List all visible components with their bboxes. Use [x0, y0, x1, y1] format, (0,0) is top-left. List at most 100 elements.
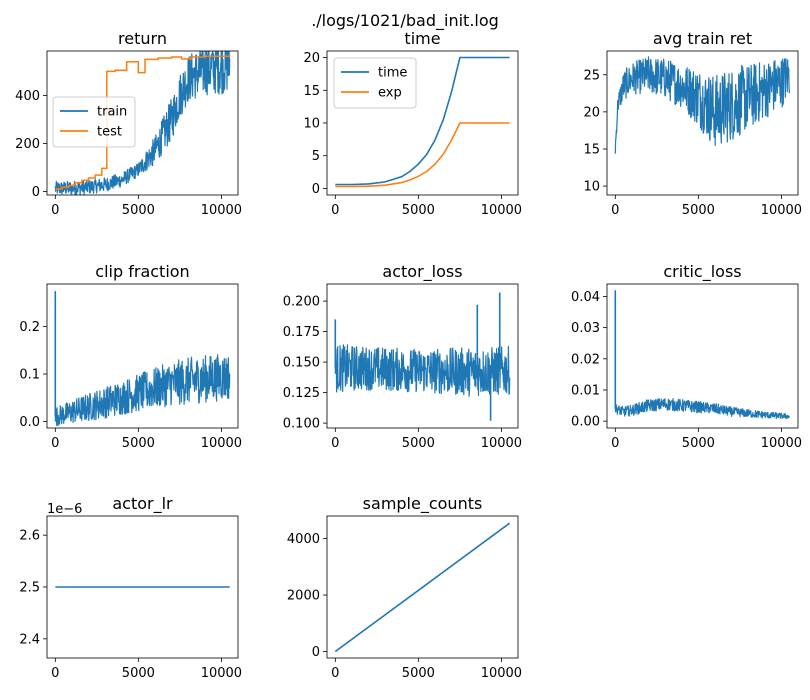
y-tick-label: 0.200	[283, 295, 320, 310]
axes-frame	[326, 515, 519, 659]
axes-frame	[46, 283, 239, 429]
subplot-2: avg train ret 0 5000 10000 10 15 20 25	[583, 29, 802, 218]
figure-title: ./logs/1021/bad_init.log	[311, 11, 499, 31]
y-tick-label: 0	[312, 645, 320, 660]
subplot-4: actor_loss 0 5000 10000 0.100 0.125 0.150 0.175…	[283, 262, 522, 451]
subplot-title: return	[118, 29, 167, 48]
y-tick-label: 0.150	[283, 356, 320, 371]
y-tick-label: 5	[312, 149, 320, 164]
x-tick-label: 10000	[481, 436, 522, 451]
y-tick-label: 0	[32, 185, 40, 200]
series-values-line	[614, 398, 791, 420]
y-tick-label: 4000	[287, 532, 320, 547]
y-tick-label: 0.1	[19, 368, 40, 383]
subplot-5: critic_loss 0 5000 10000 0.00 0.01 0.02 0.03 0.0…	[571, 262, 802, 451]
y-tick-label: 2.4	[19, 632, 40, 647]
plot-area	[335, 56, 510, 188]
x-tick-label: 5000	[122, 666, 155, 681]
subplot-1: time 0 5000 10000 0 5 10 15 20 time exp	[303, 29, 522, 218]
legend-label-exp: exp	[378, 86, 402, 101]
x-tick-label: 5000	[682, 203, 715, 218]
y-tick-label: 400	[15, 89, 40, 104]
y-offset-text: 1e−6	[47, 502, 82, 517]
y-tick-label: 15	[303, 84, 320, 99]
y-tick-label: 200	[15, 137, 40, 152]
y-tick-label: 25	[583, 68, 600, 83]
subplot-6: actor_lr 0 5000 10000 2.4 2.5 2.6 1e−6	[19, 494, 242, 681]
x-tick-label: 0	[331, 203, 339, 218]
subplot-3: clip fraction 0 5000 10000 0.0 0.1 0.2	[19, 262, 242, 451]
series-values-line	[54, 354, 231, 427]
axes-frame	[606, 283, 799, 429]
subplot-title: actor_lr	[112, 494, 173, 514]
subplot-7: sample_counts 0 5000 10000 0 2000 4000	[287, 494, 522, 681]
x-tick-label: 10000	[201, 203, 242, 218]
plot-area	[614, 290, 791, 420]
axes-frame	[46, 50, 239, 196]
x-tick-label: 0	[51, 436, 59, 451]
y-tick-label: 0.02	[571, 352, 600, 367]
y-tick-label: 2000	[287, 589, 320, 604]
subplot-title: time	[404, 29, 440, 48]
legend-box	[333, 57, 417, 109]
subplot-title: clip fraction	[95, 262, 189, 281]
x-tick-label: 0	[611, 436, 619, 451]
plot-area	[54, 291, 231, 427]
series-values-line	[334, 344, 511, 397]
y-tick-label: 0.03	[571, 321, 600, 336]
x-tick-label: 5000	[402, 203, 435, 218]
x-tick-label: 0	[331, 436, 339, 451]
x-tick-label: 5000	[682, 436, 715, 451]
axes-frame	[606, 50, 799, 196]
series-line-line	[334, 522, 511, 653]
y-tick-label: 20	[303, 51, 320, 66]
y-tick-label: 15	[583, 142, 600, 157]
x-tick-label: 0	[51, 203, 59, 218]
axes-frame	[326, 283, 519, 429]
x-tick-label: 0	[51, 666, 59, 681]
x-tick-label: 5000	[402, 436, 435, 451]
subplot-title: avg train ret	[653, 29, 752, 48]
legend-label-train: train	[97, 105, 127, 120]
subplot-0: return 0 5000 10000 0 200 400 train test	[15, 29, 242, 218]
y-tick-label: 10	[583, 180, 600, 195]
y-tick-label: 10	[303, 117, 320, 132]
series-test-line	[55, 55, 231, 190]
y-tick-label: 0.00	[571, 415, 600, 430]
x-tick-label: 10000	[761, 203, 802, 218]
y-tick-label: 0.175	[283, 325, 320, 340]
legend-box	[52, 96, 136, 148]
subplot-title: critic_loss	[663, 262, 741, 282]
y-tick-label: 0.01	[571, 383, 600, 398]
y-tick-label: 0.100	[283, 417, 320, 432]
series-exp-line	[335, 122, 510, 188]
y-tick-label: 2.5	[19, 581, 40, 596]
x-tick-label: 10000	[481, 203, 522, 218]
x-tick-label: 0	[331, 666, 339, 681]
y-tick-label: 2.6	[19, 529, 40, 544]
x-tick-label: 0	[611, 203, 619, 218]
legend: train test	[52, 96, 136, 148]
plot-area	[54, 51, 231, 195]
x-tick-label: 5000	[122, 436, 155, 451]
y-tick-label: 0.125	[283, 386, 320, 401]
legend-label-test: test	[97, 125, 122, 140]
plot-area	[334, 292, 511, 421]
x-tick-label: 5000	[122, 203, 155, 218]
y-tick-label: 0.2	[19, 320, 40, 335]
x-tick-label: 10000	[201, 436, 242, 451]
series-time-line	[335, 56, 510, 186]
x-tick-label: 5000	[402, 666, 435, 681]
y-tick-label: 0	[312, 182, 320, 197]
series-train-line	[54, 51, 231, 195]
subplot-title: sample_counts	[363, 494, 483, 514]
y-tick-label: 0.0	[19, 415, 40, 430]
plot-area	[614, 56, 791, 154]
y-tick-label: 20	[583, 105, 600, 120]
y-tick-label: 0.04	[571, 290, 600, 305]
subplot-title: actor_loss	[382, 262, 462, 282]
x-tick-label: 10000	[761, 436, 802, 451]
legend-label-time: time	[378, 66, 407, 81]
